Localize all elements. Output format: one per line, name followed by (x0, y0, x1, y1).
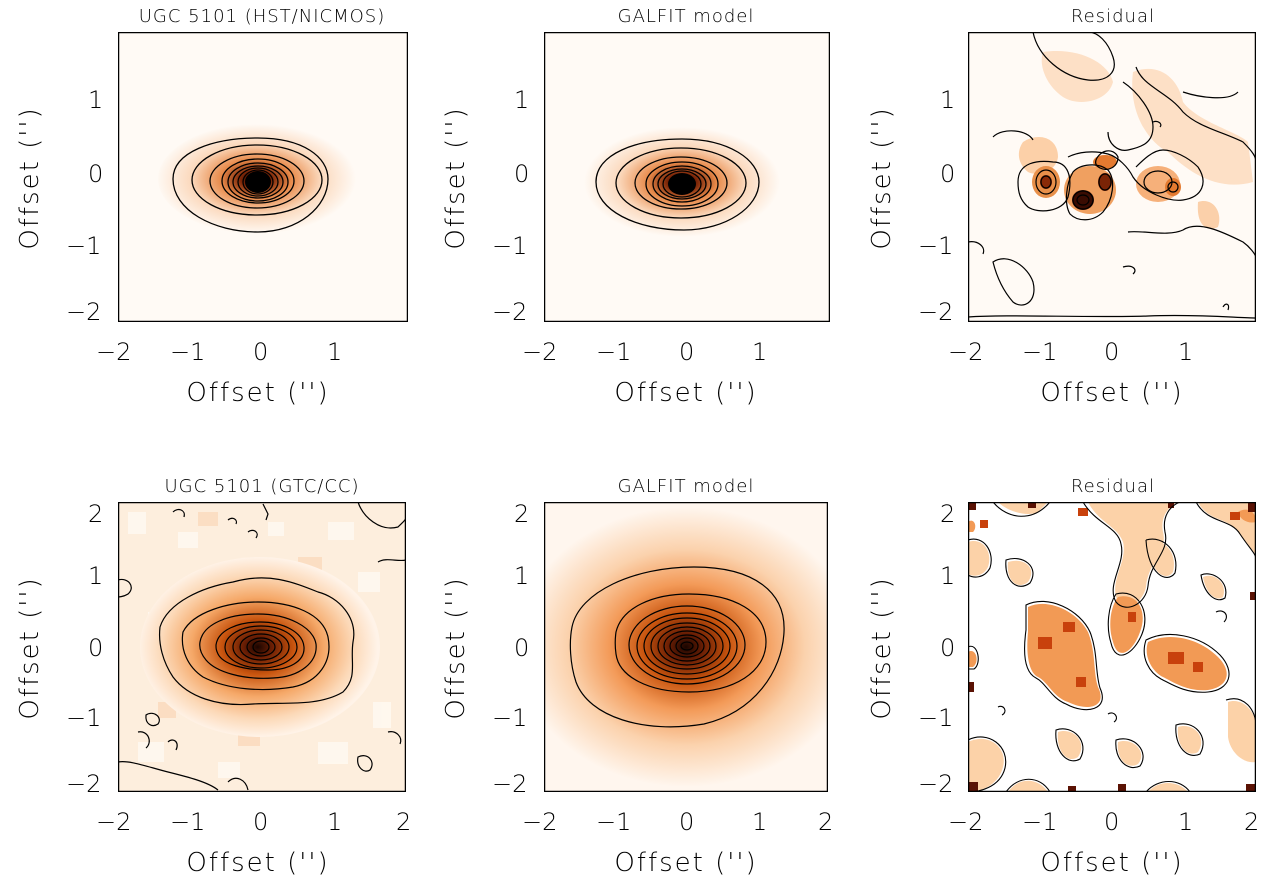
panel3-ytick: −2 (918, 298, 954, 326)
panel2-xlabel: Offset ('') (614, 378, 758, 408)
panel5-ytick: −1 (492, 704, 528, 732)
panel6-ytick: 2 (940, 500, 956, 528)
panel1-ylabel: Offset ('') (15, 106, 45, 250)
panel1-title: UGC 5101 (HST/NICMOS) (138, 6, 386, 27)
panel4-ytick: 0 (88, 634, 104, 662)
panel5-ytick: 2 (514, 500, 530, 528)
panel6-ytick: −2 (918, 770, 954, 798)
panel5-xtick: −2 (522, 808, 558, 836)
panel4-xtick: −1 (170, 808, 206, 836)
panel5-ytick: 0 (514, 634, 530, 662)
panel1-xtick: 0 (253, 338, 269, 366)
panel1-xtick: −1 (170, 338, 206, 366)
panel4-xlabel: Offset ('') (186, 848, 330, 878)
panel4-xtick: 1 (327, 808, 343, 836)
panel3-xtick: 1 (1178, 338, 1194, 366)
panel3-xtick: −1 (1022, 338, 1058, 366)
panel1-image (118, 32, 408, 322)
panel3-image (968, 32, 1256, 322)
panel2-image (544, 32, 830, 322)
panel5-xtick: 0 (679, 808, 695, 836)
panel5-ytick: 1 (514, 562, 530, 590)
panel2-ylabel: Offset ('') (441, 106, 471, 250)
panel2-ytick: 1 (514, 86, 530, 114)
panel5-xtick: 2 (818, 808, 834, 836)
panel4-xtick: 0 (253, 808, 269, 836)
panel1-xlabel: Offset ('') (186, 378, 330, 408)
panel2-xtick: 1 (752, 338, 768, 366)
panel1-ytick: −1 (66, 232, 102, 260)
panel6-xtick: −2 (948, 808, 984, 836)
panel6-xtick: −1 (1022, 808, 1058, 836)
panel5-title: GALFIT model (617, 476, 755, 497)
panel4-title: UGC 5101 (GTC/CC) (164, 476, 360, 497)
panel1-xtick: −2 (96, 338, 132, 366)
panel5-xtick: 1 (752, 808, 768, 836)
panel4-ytick: 1 (88, 562, 104, 590)
panel6-ytick: 1 (940, 562, 956, 590)
panel6-title: Residual (1070, 476, 1156, 497)
panel6-ylabel: Offset ('') (867, 576, 897, 720)
panel3-ytick: 1 (940, 86, 956, 114)
panel4-xtick: −2 (96, 808, 132, 836)
panel2-ytick: 0 (514, 160, 530, 188)
panel5-xlabel: Offset ('') (614, 848, 758, 878)
panel5-xtick: −1 (596, 808, 632, 836)
panel1-ytick: 0 (88, 160, 104, 188)
panel1-xtick: 1 (327, 338, 343, 366)
panel4-image (118, 502, 406, 792)
panel6-ytick: 0 (940, 634, 956, 662)
panel3-xtick: −2 (948, 338, 984, 366)
panel2-xtick: 0 (679, 338, 695, 366)
panel6-xtick: 0 (1104, 808, 1120, 836)
panel4-ytick: −1 (66, 704, 102, 732)
panel4-ytick: −2 (66, 770, 102, 798)
panel6-xtick: 1 (1178, 808, 1194, 836)
panel2-title: GALFIT model (617, 6, 755, 27)
panel5-ytick: −2 (492, 770, 528, 798)
panel1-ytick: 1 (88, 86, 104, 114)
panel2-xtick: −1 (596, 338, 632, 366)
panel6-image (968, 502, 1256, 792)
panel3-ytick: 0 (940, 160, 956, 188)
panel3-ytick: −1 (918, 232, 954, 260)
panel5-image (544, 502, 828, 792)
panel3-xtick: 0 (1104, 338, 1120, 366)
panel6-xlabel: Offset ('') (1040, 848, 1184, 878)
panel2-ytick: −1 (492, 232, 528, 260)
panel6-xtick: 2 (1244, 808, 1260, 836)
panel2-xtick: −2 (522, 338, 558, 366)
panel4-ytick: 2 (88, 500, 104, 528)
panel1-ytick: −2 (66, 298, 102, 326)
panel3-ylabel: Offset ('') (867, 106, 897, 250)
panel4-ylabel: Offset ('') (15, 576, 45, 720)
panel2-ytick: −2 (492, 298, 528, 326)
panel3-title: Residual (1070, 6, 1156, 27)
panel4-xtick: 2 (396, 808, 412, 836)
panel5-ylabel: Offset ('') (441, 576, 471, 720)
panel6-ytick: −1 (918, 704, 954, 732)
panel3-xlabel: Offset ('') (1040, 378, 1184, 408)
